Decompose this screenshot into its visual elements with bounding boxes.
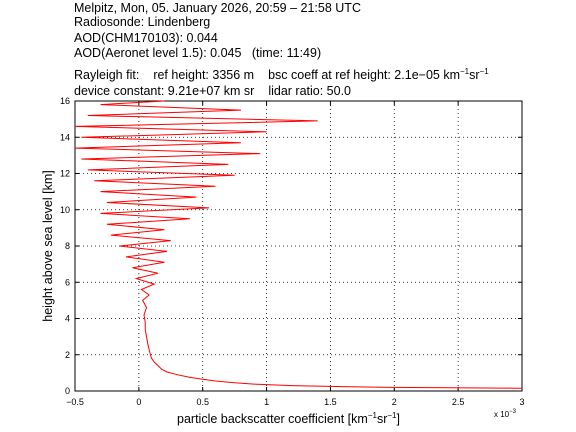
y-tick-label: 4 bbox=[65, 314, 70, 324]
grid-lines bbox=[75, 101, 522, 391]
backscatter-profile-line bbox=[74, 100, 523, 389]
y-tick-label: 16 bbox=[60, 96, 70, 106]
x-multiplier: x 10−3 bbox=[494, 409, 517, 419]
x-tick-label: 2 bbox=[392, 397, 397, 407]
header-rayleigh-fit: Rayleigh fit: ref height: 3356 m bsc coeff… bbox=[74, 67, 489, 82]
y-tick-label: 12 bbox=[60, 169, 70, 179]
header-device-constant: device constant: 9.21e+07 km sr lidar rat… bbox=[74, 84, 351, 98]
y-tick-label: 14 bbox=[60, 132, 70, 142]
x-tick-label: 2.5 bbox=[452, 397, 465, 407]
x-tick-label: 0 bbox=[136, 397, 141, 407]
x-tick-label: 0.5 bbox=[196, 397, 209, 407]
header-aod-aeronet: AOD(Aeronet level 1.5): 0.045 (time: 11:… bbox=[74, 46, 322, 60]
x-tick-label: 3 bbox=[519, 397, 524, 407]
x-tick-label: 1 bbox=[264, 397, 269, 407]
y-axis-label: height above sea level [km] bbox=[41, 170, 55, 321]
x-axis-ticks: −0.5 0 0.5 1 1.5 2 2.5 3 bbox=[66, 101, 525, 407]
y-tick-label: 6 bbox=[65, 277, 70, 287]
header-radiosonde: Radiosonde: Lindenberg bbox=[74, 15, 211, 29]
y-tick-label: 10 bbox=[60, 205, 70, 215]
x-tick-label: 1.5 bbox=[324, 397, 337, 407]
header-location-time: Melpitz, Mon, 05. January 2026, 20:59 – … bbox=[74, 1, 361, 15]
x-tick-label: −0.5 bbox=[66, 397, 84, 407]
y-tick-label: 2 bbox=[65, 350, 70, 360]
y-tick-label: 0 bbox=[65, 386, 70, 396]
x-axis-label: particle backscatter coefficient [km−1sr… bbox=[177, 411, 400, 426]
header-aod-chm: AOD(CHM170103): 0.044 bbox=[74, 31, 218, 45]
y-tick-label: 8 bbox=[65, 241, 70, 251]
y-axis-ticks: 0 2 4 6 8 10 12 14 16 bbox=[60, 96, 522, 396]
plot-frame bbox=[74, 100, 523, 392]
